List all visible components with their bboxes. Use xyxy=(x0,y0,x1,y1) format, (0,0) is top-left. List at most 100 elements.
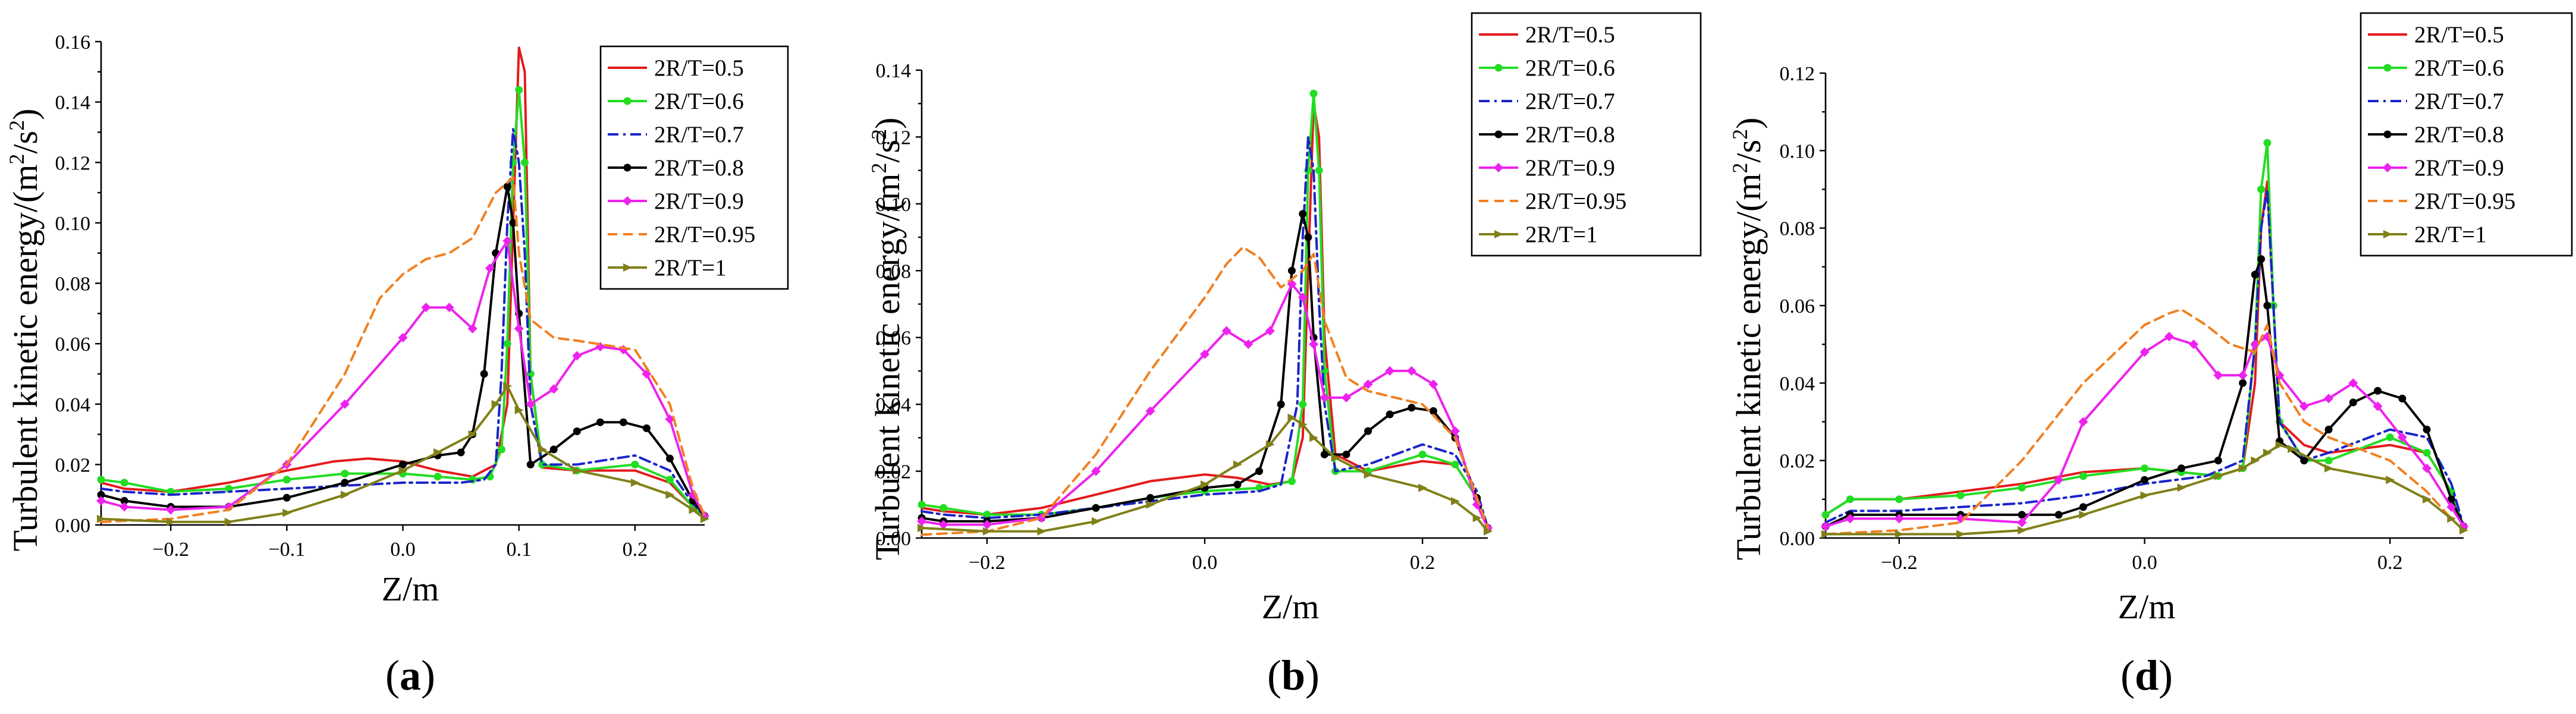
series-line xyxy=(1824,188,2465,528)
data-point xyxy=(340,490,350,499)
chart-d-ylabel-mid: /s xyxy=(1729,140,1768,163)
chart-b-axes xyxy=(921,70,1488,539)
data-point xyxy=(97,476,105,484)
data-point xyxy=(631,460,639,468)
legend-label: 2R/T=0.6 xyxy=(1525,55,1615,81)
data-point xyxy=(480,370,488,378)
data-point xyxy=(1146,500,1155,509)
data-point xyxy=(1145,406,1155,416)
data-point xyxy=(1277,400,1285,408)
legend-item: 2R/T=0.7 xyxy=(1479,89,1615,114)
data-point xyxy=(2423,495,2432,504)
data-point xyxy=(2422,463,2432,473)
data-point xyxy=(1233,480,1242,489)
data-point xyxy=(1315,166,1323,175)
data-point xyxy=(2238,464,2248,473)
data-point xyxy=(2251,270,2259,279)
legend-label: 2R/T=0.5 xyxy=(1525,22,1615,48)
data-point xyxy=(538,445,547,454)
data-point xyxy=(2263,301,2272,310)
data-point xyxy=(938,520,948,530)
data-point xyxy=(1298,420,1308,429)
y-tick-label: 0.16 xyxy=(55,32,91,54)
series-line xyxy=(100,240,706,517)
data-point xyxy=(1299,400,1307,408)
series-line xyxy=(100,385,706,523)
data-point xyxy=(573,427,581,435)
data-point xyxy=(1146,494,1154,502)
chart-b-paren-open: ( xyxy=(1267,652,1281,699)
chart-a-ylabel-base: Turbulent kinetic energy/(m xyxy=(6,165,45,552)
y-tick-label: 0.10 xyxy=(876,194,912,216)
y-tick-label: 0.10 xyxy=(55,213,91,235)
y-tick-label: 0.14 xyxy=(55,92,91,114)
legend-label: 2R/T=0.9 xyxy=(654,188,744,214)
data-point xyxy=(1342,392,1351,402)
series-d-6 xyxy=(1821,441,2468,539)
x-tick-label: 0.2 xyxy=(2377,552,2403,574)
data-point xyxy=(2140,347,2150,357)
data-point xyxy=(2140,491,2150,500)
chart-d-ylabel-base: Turbulent kinetic energy/(m xyxy=(1729,174,1768,561)
data-point xyxy=(1895,530,1904,539)
data-point xyxy=(1304,233,1312,241)
data-point xyxy=(2459,526,2468,534)
series-line xyxy=(921,92,1489,530)
legend-marker xyxy=(2383,64,2392,72)
y-tick-label: 0.04 xyxy=(1780,373,1815,395)
chart-b-paren-close: ) xyxy=(1305,652,1320,699)
chart-panel-d: 0.00 0.02 0.04 0.06 0.08 0.10 0.12 −0.2 0.0 0.2 T… xyxy=(1719,0,2576,714)
data-point xyxy=(2189,339,2199,350)
legend-marker xyxy=(1494,130,1503,139)
data-point xyxy=(619,418,627,426)
data-point xyxy=(1091,466,1101,476)
x-tick-label: −0.2 xyxy=(969,552,1006,574)
legend-label: 2R/T=0.7 xyxy=(1525,89,1615,114)
chart-d-plot: 0.00 0.02 0.04 0.06 0.08 0.10 0.12 −0.2 0.0 0.2 xyxy=(1780,63,2468,574)
data-point xyxy=(1298,292,1308,303)
data-point xyxy=(97,514,106,523)
data-point xyxy=(1092,504,1100,512)
chart-d-paren-close: ) xyxy=(2159,652,2173,699)
data-point xyxy=(1036,513,1047,523)
data-point xyxy=(491,400,501,408)
data-point xyxy=(2054,511,2063,519)
series-d-0 xyxy=(1824,180,2465,528)
series-d-4 xyxy=(1821,332,2468,531)
chart-b-ylabel-mid: /s xyxy=(868,140,907,163)
series-b-4 xyxy=(917,279,1493,533)
series-line xyxy=(921,102,1489,530)
data-point xyxy=(1406,366,1416,376)
data-point xyxy=(224,517,234,526)
data-point xyxy=(2348,378,2358,388)
chart-d-svg: 0.00 0.02 0.04 0.06 0.08 0.10 0.12 −0.2 0.0 0.2 T… xyxy=(1728,12,2573,699)
chart-b-ylabel: Turbulent kinetic energy/(m2/s2) xyxy=(867,118,907,561)
legend-marker xyxy=(1494,64,1503,72)
chart-d-panel-label: (d) xyxy=(2121,652,2173,699)
data-point xyxy=(2177,464,2185,473)
chart-d-ylabel-end: ) xyxy=(1729,118,1768,129)
data-point xyxy=(1287,413,1297,422)
y-tick-label: 0.06 xyxy=(1780,295,1815,317)
data-point xyxy=(2423,449,2431,457)
data-point xyxy=(282,508,292,517)
data-point xyxy=(1363,379,1373,389)
legend-item: 2R/T=0.9 xyxy=(608,188,744,214)
legend-item: 2R/T=0.95 xyxy=(1479,188,1626,214)
legend-label: 2R/T=0.6 xyxy=(654,89,744,114)
chart-d-ylabel-sup2: 2 xyxy=(1728,129,1752,140)
data-point xyxy=(2257,255,2266,263)
data-point xyxy=(2017,517,2027,527)
y-tick-label: 0.00 xyxy=(876,528,912,550)
chart-d-panel-letter: d xyxy=(2135,652,2159,699)
series-d-3 xyxy=(1821,255,2468,530)
data-point xyxy=(2177,483,2187,492)
series-line xyxy=(1824,257,2465,528)
data-point xyxy=(1821,511,1830,519)
data-point xyxy=(282,493,291,502)
legend-item: 2R/T=1 xyxy=(1479,222,1598,247)
data-point xyxy=(689,505,698,514)
data-point xyxy=(503,183,511,191)
legend-item: 2R/T=0.6 xyxy=(608,89,744,114)
data-point xyxy=(1221,326,1232,336)
